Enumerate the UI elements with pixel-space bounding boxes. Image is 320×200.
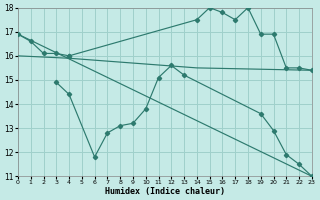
X-axis label: Humidex (Indice chaleur): Humidex (Indice chaleur)	[105, 187, 225, 196]
